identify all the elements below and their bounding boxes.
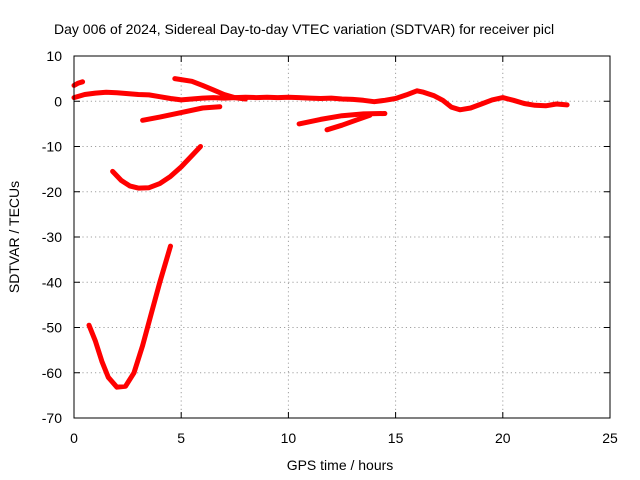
series-start-segment — [71, 79, 86, 88]
x-tick-labels: 0 5 10 15 20 25 — [70, 430, 618, 446]
y-tick-label: -60 — [42, 365, 62, 381]
chart-title: Day 006 of 2024, Sidereal Day-to-day VTE… — [54, 21, 554, 37]
series-deep-u — [86, 243, 173, 390]
grid — [74, 56, 610, 418]
x-tick-label: 25 — [602, 430, 618, 446]
y-tick-label: -70 — [42, 410, 62, 426]
y-tick-label: -40 — [42, 274, 62, 290]
y-tick-label: 10 — [46, 48, 62, 64]
series-late-short-b — [324, 112, 373, 133]
tick-marks — [73, 55, 611, 419]
series-descending-arc — [172, 76, 248, 102]
y-tick-label: -10 — [42, 139, 62, 155]
x-axis-label: GPS time / hours — [287, 457, 394, 473]
series-layer — [71, 76, 570, 390]
x-tick-label: 0 — [70, 430, 78, 446]
x-tick-label: 5 — [177, 430, 185, 446]
y-tick-label: -50 — [42, 320, 62, 336]
y-tick-label: -20 — [42, 184, 62, 200]
y-axis-label: SDTVAR / TECUs — [6, 181, 22, 293]
series-lower-rising — [140, 104, 223, 123]
y-tick-label: -30 — [42, 229, 62, 245]
x-tick-label: 20 — [495, 430, 511, 446]
y-tick-labels: 10 0 -10 -20 -30 -40 -50 -60 -70 — [42, 48, 62, 426]
x-tick-label: 15 — [388, 430, 404, 446]
x-tick-label: 10 — [281, 430, 297, 446]
series-main-band — [71, 88, 570, 113]
series-shallow-u — [110, 144, 203, 191]
y-tick-label: 0 — [54, 93, 62, 109]
